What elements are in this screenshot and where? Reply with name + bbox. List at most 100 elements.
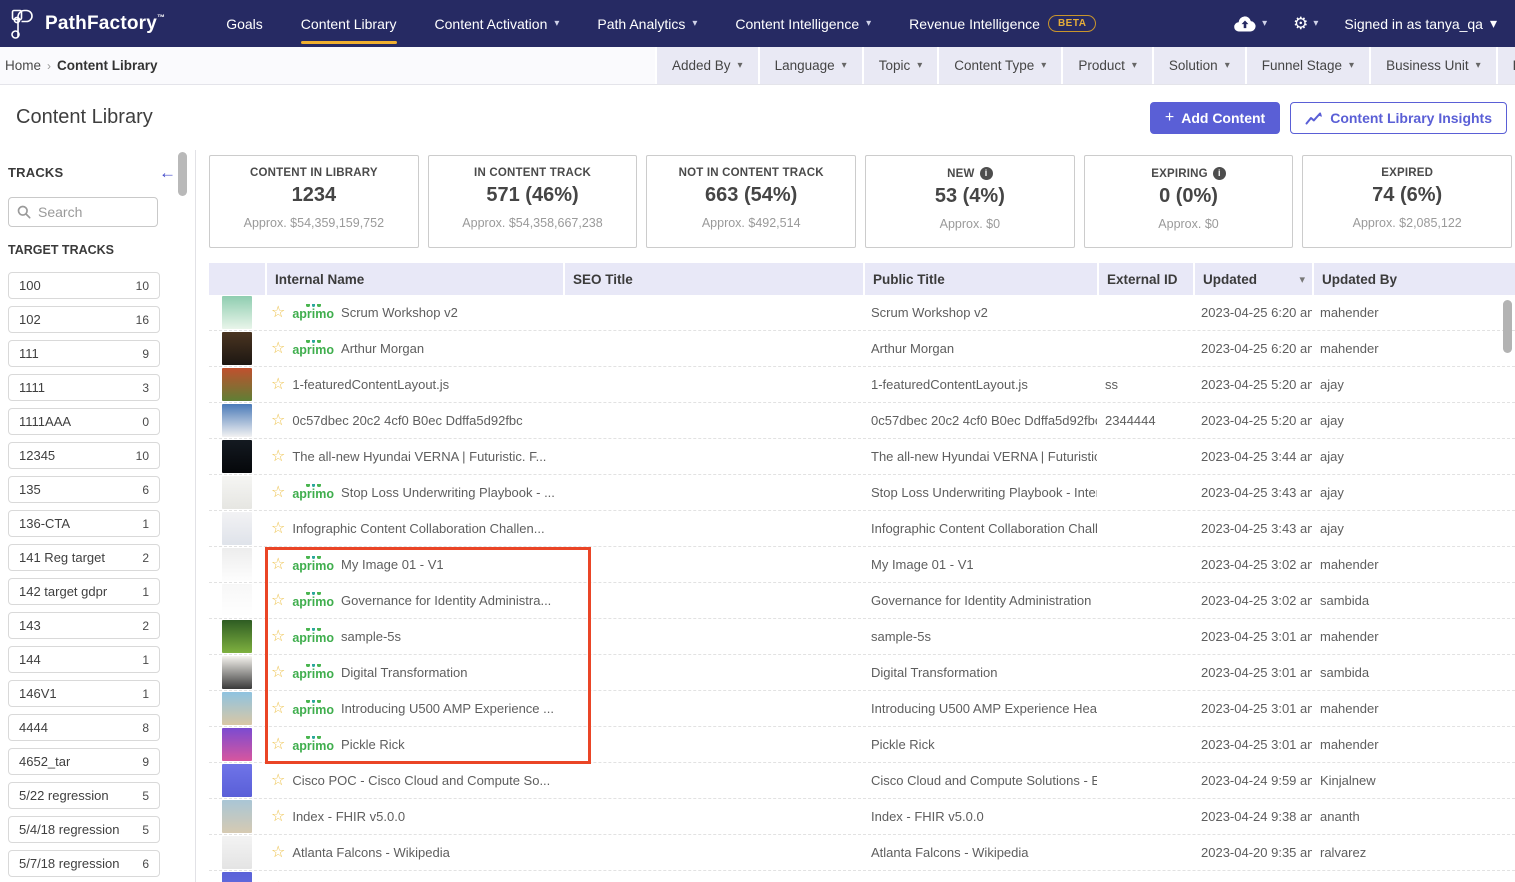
table-row[interactable]: ☆ 0c57dbec 20c2 4cf0 B0ec Ddffa5d92fbc 0…	[209, 403, 1515, 439]
star-icon[interactable]: ☆	[271, 700, 286, 717]
internal-name-link[interactable]: Arthur Morgan	[341, 341, 425, 356]
filter-dropdown[interactable]: Persona ▾	[1495, 47, 1515, 84]
internal-name-link[interactable]: Cisco POC - Cisco Cloud and Compute So..…	[292, 773, 551, 788]
star-icon[interactable]: ☆	[271, 844, 286, 861]
table-row[interactable]: ☆ Index - FHIR v5.0.0 Index - FHIR v5.0.…	[209, 799, 1515, 835]
star-icon[interactable]: ☆	[271, 448, 286, 465]
internal-name-link[interactable]: 1-featuredContentLayout.js	[292, 377, 450, 392]
track-item[interactable]: 5/22 regression 5	[8, 782, 160, 809]
star-icon[interactable]: ☆	[271, 304, 286, 321]
track-item[interactable]: 142 target gdpr 1	[8, 578, 160, 605]
track-item[interactable]: 4444 8	[8, 714, 160, 741]
track-item[interactable]: 136-CTA 1	[8, 510, 160, 537]
track-item[interactable]: 4652_tar 9	[8, 748, 160, 775]
internal-name-link[interactable]: Governance for Identity Administra...	[341, 593, 552, 608]
info-icon[interactable]: i	[1212, 167, 1226, 180]
table-row[interactable]: ☆ aprimo Pickle Rick Pickle Rick 2023-04…	[209, 727, 1515, 763]
star-icon[interactable]: ☆	[271, 412, 286, 429]
table-row[interactable]: ☆ aprimo Digital Transformation Digital …	[209, 655, 1515, 691]
internal-name-link[interactable]: Atlanta Falcons - Wikipedia	[292, 845, 450, 860]
internal-name-link[interactable]: My Image 01 - V1	[341, 557, 444, 572]
table-row[interactable]: ☆ aprimo Scrum Workshop v2 Scrum Worksho…	[209, 295, 1515, 331]
collapse-sidebar-icon[interactable]: ←	[159, 163, 176, 182]
star-icon[interactable]: ☆	[271, 556, 286, 573]
tracks-search-input[interactable]	[38, 204, 138, 220]
internal-name-link[interactable]: Pickle Rick	[341, 737, 405, 752]
track-item[interactable]: 100 10	[8, 272, 160, 299]
filter-dropdown[interactable]: Product ▾	[1061, 47, 1152, 84]
star-icon[interactable]: ☆	[271, 881, 285, 882]
table-row[interactable]: ☆ aprimo Introducing U500 AMP Experience…	[209, 691, 1515, 727]
star-icon[interactable]: ☆	[271, 808, 286, 825]
table-row[interactable]: ☆ aprimo My Image 01 - V1 My Image 01 - …	[209, 547, 1515, 583]
updated-column-header[interactable]: Updated ▾	[1193, 263, 1312, 295]
filter-dropdown[interactable]: Solution ▾	[1151, 47, 1245, 84]
nav-item[interactable]: Goals	[226, 0, 263, 47]
nav-item[interactable]: Content Intelligence ▾	[735, 0, 871, 47]
star-icon[interactable]: ☆	[271, 484, 286, 501]
nav-item[interactable]: Path Analytics ▾	[597, 0, 697, 47]
sidebar-scrollbar[interactable]	[178, 152, 187, 196]
star-icon[interactable]: ☆	[271, 376, 286, 393]
table-row[interactable]: ☆ The all-new Hyundai VERNA | Futuristic…	[209, 439, 1515, 475]
breadcrumb-home[interactable]: Home	[5, 58, 42, 73]
track-item[interactable]: 135 6	[8, 476, 160, 503]
nav-item[interactable]: Content Library	[300, 0, 397, 47]
add-content-button[interactable]: + Add Content	[1149, 101, 1281, 134]
nav-item[interactable]: Revenue Intelligence BETA	[909, 0, 1097, 47]
info-icon[interactable]: i	[979, 167, 993, 180]
star-icon[interactable]: ☆	[271, 628, 286, 645]
table-row[interactable]: ☆ 1-featuredContentLayout.js 1-featuredC…	[209, 367, 1515, 403]
internal-name-link[interactable]: Stop Loss Underwriting Playbook - ...	[341, 485, 555, 500]
table-row[interactable]: ☆	[209, 871, 1515, 882]
tracks-search[interactable]	[8, 197, 158, 227]
track-item[interactable]: 5/7/18 regression 6	[8, 850, 160, 877]
filter-dropdown[interactable]: Content Type ▾	[937, 47, 1062, 84]
star-icon[interactable]: ☆	[271, 772, 286, 789]
table-scrollbar[interactable]	[1503, 300, 1512, 353]
pathfactory-logo[interactable]: PathFactory™	[0, 8, 179, 39]
filter-dropdown[interactable]: Business Unit ▾	[1369, 47, 1496, 84]
track-item[interactable]: 143 2	[8, 612, 160, 639]
track-item[interactable]: 5/4/18 regression 5	[8, 816, 160, 843]
table-row[interactable]: ☆ aprimo Stop Loss Underwriting Playbook…	[209, 475, 1515, 511]
internal-name-link[interactable]: Index - FHIR v5.0.0	[292, 809, 406, 824]
nav-item[interactable]: Content Activation ▾	[435, 0, 560, 47]
star-icon[interactable]: ☆	[271, 736, 286, 753]
internal-name-link[interactable]: Scrum Workshop v2	[341, 305, 458, 320]
table-row[interactable]: ☆ aprimo Governance for Identity Adminis…	[209, 583, 1515, 619]
track-item[interactable]: 144 1	[8, 646, 160, 673]
table-row[interactable]: ☆ aprimo Arthur Morgan Arthur Morgan 202…	[209, 331, 1515, 367]
user-menu[interactable]: Signed in as tanya_qa ▾	[1344, 15, 1497, 32]
filter-dropdown[interactable]: Topic ▾	[861, 47, 938, 84]
external-id-column-header[interactable]: External ID	[1097, 263, 1193, 295]
track-item[interactable]: 146V1 1	[8, 680, 160, 707]
track-item[interactable]: 141 Reg target 2	[8, 544, 160, 571]
track-item[interactable]: 12345 10	[8, 442, 160, 469]
table-row[interactable]: ☆ Cisco POC - Cisco Cloud and Compute So…	[209, 763, 1515, 799]
content-library-insights-button[interactable]: Content Library Insights	[1290, 101, 1507, 134]
filter-dropdown[interactable]: Funnel Stage ▾	[1244, 47, 1370, 84]
sort-desc-icon[interactable]: ▾	[1299, 273, 1305, 286]
cloud-menu[interactable]: ▾	[1233, 15, 1267, 33]
internal-name-link[interactable]: Introducing U500 AMP Experience ...	[341, 701, 554, 716]
internal-name-link[interactable]: Infographic Content Collaboration Challe…	[292, 521, 545, 536]
internal-name-link[interactable]: The all-new Hyundai VERNA | Futuristic. …	[292, 449, 547, 464]
internal-name-column-header[interactable]: Internal Name	[265, 263, 563, 295]
updated-by-column-header[interactable]: Updated By	[1312, 263, 1515, 295]
internal-name-link[interactable]: sample-5s	[341, 629, 401, 644]
internal-name-link[interactable]: Digital Transformation	[341, 665, 468, 680]
filter-dropdown[interactable]: Language ▾	[757, 47, 862, 84]
star-icon[interactable]: ☆	[271, 664, 286, 681]
star-icon[interactable]: ☆	[271, 520, 286, 537]
star-icon[interactable]: ☆	[271, 340, 286, 357]
table-row[interactable]: ☆ Atlanta Falcons - Wikipedia Atlanta Fa…	[209, 835, 1515, 871]
table-row[interactable]: ☆ aprimo sample-5s sample-5s 2023-04-25 …	[209, 619, 1515, 655]
filter-dropdown[interactable]: Added By ▾	[655, 47, 758, 84]
settings-menu[interactable]: ⚙ ▾	[1293, 15, 1318, 32]
seo-title-column-header[interactable]: SEO Title	[563, 263, 863, 295]
internal-name-link[interactable]: 0c57dbec 20c2 4cf0 B0ec Ddffa5d92fbc	[292, 413, 523, 428]
public-title-column-header[interactable]: Public Title	[863, 263, 1097, 295]
track-item[interactable]: 111 9	[8, 340, 160, 367]
track-item[interactable]: 1111 3	[8, 374, 160, 401]
